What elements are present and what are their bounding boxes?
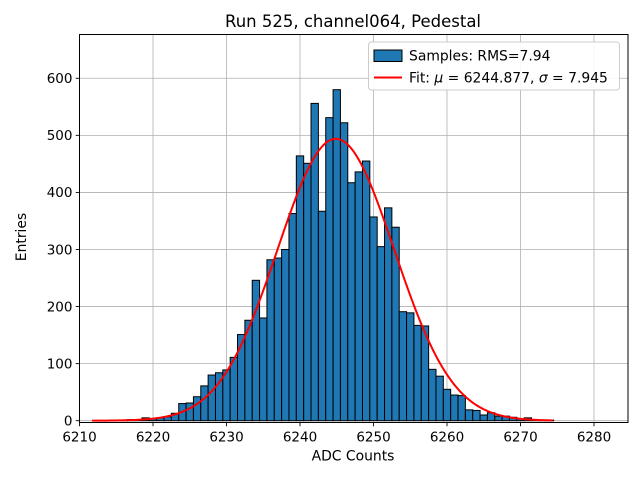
legend-samples-swatch [373,49,403,62]
y-tick-label: 600 [47,71,73,87]
axes-spines [79,34,629,423]
legend: Samples: RMS=7.94 Fit: μ = 6244.877, σ =… [368,41,620,91]
y-tick-label: 300 [47,242,73,258]
x-tick-label: 6210 [62,430,96,446]
histogram-bar [479,414,488,422]
y-tick-label: 500 [47,128,73,144]
histogram-layer [119,89,555,422]
y-tick-label: 400 [47,185,73,201]
histogram-bar [376,246,386,422]
histogram-bar [288,213,297,422]
histogram-bar [354,171,363,422]
histogram-bar [406,312,415,422]
y-tick-label: 100 [47,356,73,372]
x-axis-label: ADC Counts [312,449,395,465]
histogram-bar [450,394,459,422]
histogram-bar [325,117,334,422]
axes-layer [75,34,629,427]
histogram-bar [398,311,408,422]
histogram-bar [339,122,349,422]
x-tick-label: 6220 [136,430,170,446]
x-tick-label: 6280 [577,430,611,446]
x-tick-label: 6250 [356,430,390,446]
y-axis-label: Entries [14,213,30,261]
histogram-bar [347,182,356,422]
x-tick-label: 6260 [430,430,464,446]
histogram-bar [281,248,290,422]
histogram-bar [273,257,283,422]
y-tick-label: 200 [47,299,73,315]
chart-title: Run 525, channel064, Pedestal [225,12,481,31]
fit-curve [91,137,554,422]
histogram-bar [442,388,452,422]
histogram-bar [237,334,246,422]
tick-label-layer: 6210 6220 6230 6240 6250 6260 6270 6280 0 100 200 3… [47,71,611,445]
histogram-bar [413,324,422,422]
histogram-bar [369,216,378,422]
legend-box [368,41,620,91]
histogram-bar [192,396,202,422]
histogram-bar [464,409,474,422]
fit-curve-layer [91,137,554,422]
histogram-bar [259,317,268,422]
x-tick-label: 6230 [209,430,243,446]
histogram-bar [428,368,437,422]
histogram-bar [185,402,194,422]
histogram-bar [207,374,216,422]
histogram-bar [200,385,209,422]
histogram-bar [266,259,275,422]
histogram-bar [457,395,466,422]
histogram-bar [317,210,327,422]
histogram-bar [494,415,503,422]
histogram-bar [303,162,312,422]
histogram-bar [229,356,239,422]
legend-fit-label: Fit: μ = 6244.877, σ = 7.945 [409,71,608,87]
x-tick-label: 6240 [283,430,317,446]
x-tick-label: 6270 [503,430,537,446]
histogram-bar [472,409,481,422]
y-tick-label: 0 [64,414,73,430]
legend-samples-label: Samples: RMS=7.94 [409,49,551,65]
histogram-bar [361,160,371,422]
histogram-bar [435,375,444,422]
